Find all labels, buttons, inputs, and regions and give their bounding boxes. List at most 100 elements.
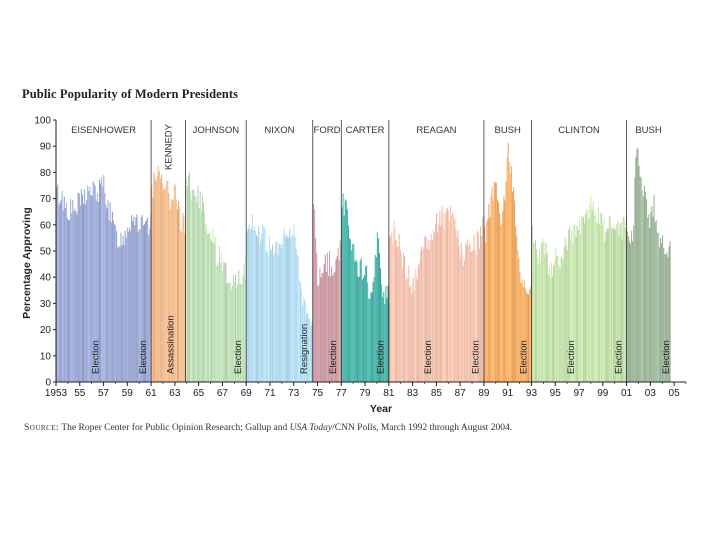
approval-bar [284,236,286,382]
x-tick-label: 69 [241,388,253,399]
approval-bar [236,287,238,382]
annotation-election: Election [423,340,434,374]
approval-bar [494,182,496,382]
x-axis-ticks: 1953 55 57 59 61 63 65 67 69 71 73 75 77 79 81 83 85 87 89… [45,382,687,399]
approval-bar [206,228,208,382]
chart-title: Public Popularity of Modern Presidents [22,87,239,101]
x-tick-label: 93 [526,388,538,399]
approval-bar [590,195,592,382]
x-tick-label: 87 [455,388,467,399]
approval-bar [543,242,545,382]
approval-bar [565,245,567,382]
approval-bar [99,179,101,382]
approval-bar [189,171,191,382]
approval-bar [280,248,282,382]
approval-bar [504,200,506,382]
president-label: NIXON [264,125,294,136]
approval-bar [318,284,320,382]
approval-bar [393,220,395,382]
approval-bar [414,268,416,382]
approval-bar [586,209,588,382]
approval-bar [487,218,489,382]
y-tick-label: 90 [40,142,52,153]
source-label: Source: [24,423,60,433]
approval-bar [283,227,285,382]
approval-bar [331,266,333,382]
approval-bar [468,244,470,382]
approval-bar [643,185,645,382]
approval-bar [591,209,593,382]
approval-bar [277,255,279,382]
approval-bar [337,248,339,382]
approval-bar [75,211,77,382]
approval-bar [338,260,340,382]
approval-bar [112,220,114,382]
approval-bar [256,234,258,382]
approval-bar [356,261,358,382]
approval-bar [585,213,587,382]
approval-bar [369,298,371,382]
approval-bar [339,240,341,382]
approval-bar [477,232,479,382]
approval-bar [351,250,353,382]
approval-bar [503,196,505,382]
approval-bar [435,223,437,382]
approval-bar [485,242,487,382]
approval-bar [397,246,399,382]
approval-bar [594,211,596,382]
approval-bar [319,267,321,382]
approval-bar [666,252,668,382]
approval-bar [482,217,484,382]
approval-bar [166,180,168,382]
approval-bar [589,203,591,382]
source-italic: USA Today [289,423,333,433]
approval-bar [509,173,511,382]
approval-bar [69,220,71,382]
approval-bar [207,234,209,382]
approval-bar [525,292,527,382]
approval-bar [572,244,574,382]
approval-bar [57,184,59,382]
approval-bar [425,237,427,382]
approval-bar [191,198,193,382]
approval-bar [569,226,571,382]
approval-bar [103,175,105,382]
approval-bar [298,279,300,382]
approval-bar [568,230,570,382]
approval-bar [609,216,611,382]
approval-bar [349,238,351,382]
approval-bar [614,228,616,382]
approval-bar [428,249,430,382]
approval-bar [88,190,90,382]
approval-bar [376,232,378,382]
approval-bar [489,217,491,382]
approval-bar [377,238,379,382]
approval-bar [192,189,194,382]
approval-bar [448,221,450,382]
approval-bar [528,294,530,382]
president-label: FORD [314,125,341,136]
approval-bar [463,259,465,382]
approval-bar [626,231,628,382]
approval-bar [624,227,626,382]
approval-bar [357,276,359,382]
approval-bar [575,236,577,382]
approval-bar [160,174,162,382]
y-tick-label: 80 [40,168,52,179]
approval-bar [416,279,418,382]
annotation-election: Election [518,340,529,374]
approval-bar [549,278,551,382]
y-tick-label: 100 [34,116,51,127]
approval-bar [451,215,453,382]
approval-bar [491,187,493,382]
approval-bar [411,294,413,382]
approval-bar [77,192,79,382]
approval-bar [380,268,382,382]
approval-bar [248,224,250,382]
approval-bar [638,165,640,382]
approval-bar [198,208,200,382]
approval-bar [381,284,383,382]
approval-bar [336,256,338,382]
approval-bar [555,248,557,382]
